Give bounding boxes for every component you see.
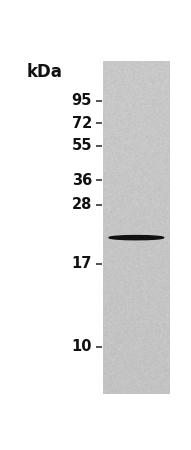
Text: 72: 72: [72, 116, 92, 131]
Text: 10: 10: [71, 339, 92, 354]
Text: 28: 28: [72, 197, 92, 212]
Ellipse shape: [109, 235, 164, 240]
Text: 17: 17: [72, 256, 92, 271]
Text: kDa: kDa: [27, 63, 63, 81]
Text: 36: 36: [72, 173, 92, 188]
Text: 95: 95: [72, 93, 92, 108]
Text: 55: 55: [71, 138, 92, 153]
